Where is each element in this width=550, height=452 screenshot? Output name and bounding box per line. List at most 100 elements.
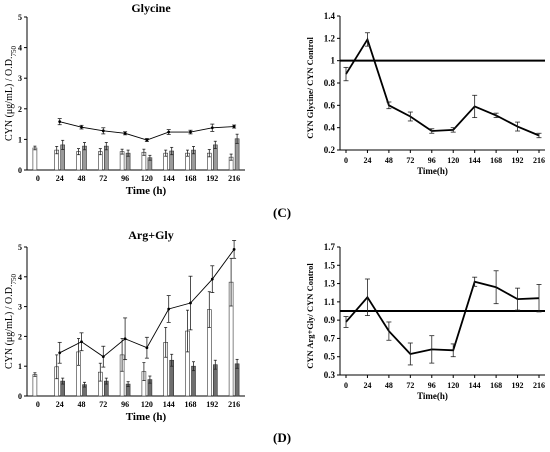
line-point — [58, 120, 62, 124]
x-tick-label: 0 — [36, 400, 40, 409]
y-tick-label: 1.4 — [324, 11, 336, 21]
y-tick-label: 2 — [18, 332, 22, 341]
y-tick-label: 1.3 — [324, 279, 336, 289]
x-tick-label: 24 — [363, 381, 371, 390]
y-tick-label: 0.3 — [324, 370, 336, 380]
chart-title: Arg+Gly — [128, 228, 174, 242]
line-point — [145, 346, 149, 350]
x-tick-label: 96 — [428, 156, 436, 165]
line-point — [232, 125, 236, 128]
x-tick-label: 0 — [344, 381, 348, 390]
x-axis-label: Time(h) — [417, 391, 448, 401]
x-tick-label: 24 — [56, 400, 64, 409]
y-tick-label: 0.2 — [324, 145, 336, 155]
ratio-line — [345, 37, 540, 137]
x-tick-label: 216 — [228, 400, 240, 409]
y-tick-label: 0.9 — [324, 315, 336, 325]
x-tick-label: 216 — [533, 156, 545, 165]
line-point — [232, 247, 236, 251]
y-tick-label: 0.7 — [324, 333, 336, 343]
x-tick-label: 96 — [428, 381, 436, 390]
y-tick-label: 1 — [331, 56, 336, 66]
y-tick-label: 0.8 — [324, 78, 336, 88]
line-point — [189, 301, 192, 305]
y-tick-label: 1.2 — [324, 33, 336, 43]
y-tick-label: 2 — [18, 105, 22, 114]
x-tick-label: 144 — [469, 381, 481, 390]
y-tick-label: 0 — [18, 392, 22, 401]
x-tick-label: 144 — [163, 174, 175, 183]
x-tick-label: 192 — [512, 381, 524, 390]
x-tick-label: 48 — [78, 400, 86, 409]
y-tick-label: 4 — [18, 44, 22, 53]
x-axis-label: Time (h) — [126, 411, 167, 423]
y-tick-label: 0.4 — [324, 123, 336, 133]
x-tick-label: 24 — [363, 156, 371, 165]
line-point — [210, 126, 214, 130]
x-tick-label: 192 — [206, 174, 218, 183]
x-tick-label: 216 — [228, 174, 240, 183]
x-tick-label: 24 — [56, 174, 64, 183]
line-point — [167, 130, 171, 134]
y-tick-label: 5 — [18, 243, 22, 252]
ratio-line — [345, 280, 540, 355]
panel-label-d: (D) — [273, 430, 292, 445]
x-tick-label: 48 — [385, 381, 393, 390]
chart-arggly-bars: Arg+Gly 0 1 2 3 4 5 0 24 48 72 96 120 144 168 192 216 Tim… — [4, 228, 245, 423]
line-point — [123, 337, 127, 341]
line-point — [80, 340, 83, 344]
line-point — [58, 351, 62, 355]
y-tick-label: 4 — [18, 273, 22, 282]
bar — [32, 147, 38, 171]
x-tick-label: 192 — [512, 156, 524, 165]
y-axis-label: CYN Glycine/ CYN Control — [305, 37, 315, 139]
x-tick-label: 72 — [99, 174, 107, 183]
x-axis-label: Time(h) — [417, 166, 448, 176]
y-tick-label: 1 — [18, 135, 22, 144]
x-tick-label: 168 — [185, 174, 197, 183]
line-series — [59, 121, 235, 141]
x-tick-label: 216 — [533, 381, 545, 390]
line-point — [210, 277, 214, 281]
panel-label-c: (C) — [273, 205, 292, 220]
y-tick-label: 0.5 — [324, 352, 336, 362]
x-tick-label: 48 — [385, 156, 393, 165]
x-tick-label: 144 — [469, 156, 481, 165]
y-tick-label: 0.6 — [324, 100, 336, 110]
line-point — [167, 307, 171, 311]
x-tick-label: 120 — [141, 174, 153, 183]
chart-glycine-ratio: 0.2 0.4 0.6 0.8 1 1.2 1.4 0 24 48 72 96 120 144 168 192… — [305, 11, 545, 176]
y-axis-label: CYN (μg/mL) / O.D.750 — [4, 45, 18, 141]
line-point — [145, 138, 149, 142]
y-tick-label: 1.7 — [324, 242, 336, 252]
x-tick-label: 168 — [490, 156, 502, 165]
line-point — [80, 125, 83, 129]
x-tick-label: 192 — [206, 400, 218, 409]
line-point — [123, 131, 127, 135]
x-tick-label: 96 — [121, 174, 129, 183]
y-tick-label: 3 — [18, 303, 22, 312]
x-tick-label: 0 — [344, 156, 348, 165]
x-axis-label: Time (h) — [126, 185, 167, 197]
x-tick-label: 120 — [141, 400, 153, 409]
y-tick-label: 1 — [18, 362, 22, 371]
line-point — [189, 130, 192, 134]
x-tick-label: 144 — [163, 400, 175, 409]
x-tick-label: 72 — [406, 381, 414, 390]
bar — [32, 374, 38, 397]
x-tick-label: 96 — [121, 400, 129, 409]
x-tick-label: 48 — [78, 174, 86, 183]
x-tick-label: 120 — [447, 381, 459, 390]
chart-glycine-bars: Glycine 0 1 2 3 4 5 0 24 48 72 96 120 144 168 192 216 Tim… — [4, 1, 245, 197]
y-tick-label: 5 — [18, 13, 22, 22]
x-tick-label: 72 — [406, 156, 414, 165]
y-tick-label: 1.1 — [324, 297, 336, 307]
y-tick-label: 0 — [18, 166, 22, 175]
y-tick-label: 3 — [18, 74, 22, 83]
line-point — [101, 355, 105, 359]
chart-arggly-ratio: 0.3 0.5 0.7 0.9 1.1 1.3 1.5 1.7 0 24 48 72 96 120 144 1… — [305, 242, 545, 401]
x-tick-label: 168 — [185, 400, 197, 409]
chart-title: Glycine — [131, 1, 171, 15]
y-axis-label: CYN Arg+Gly/ CYN Control — [305, 263, 315, 369]
